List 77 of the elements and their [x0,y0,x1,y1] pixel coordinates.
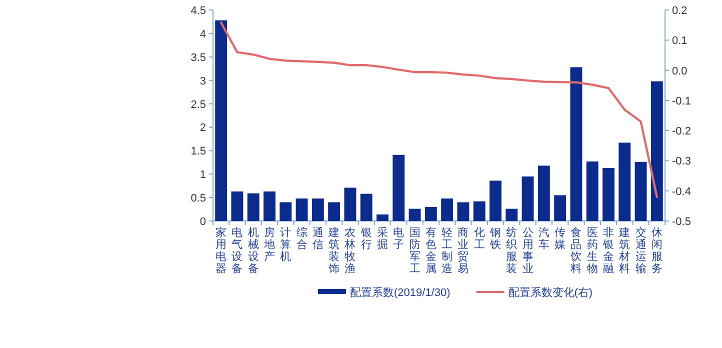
x-tick-label: 电子 [393,226,404,251]
y-tick-label: 1.5 [190,146,206,158]
bar [522,176,534,221]
bar [441,198,454,221]
x-tick-label: 房地产 [263,226,275,263]
bar [296,198,308,221]
bar [490,180,502,221]
bar [554,195,566,221]
bar [570,67,582,221]
bar [618,142,631,221]
bar [650,81,663,221]
bar [312,198,324,221]
x-tick-label: 医药生物 [586,227,598,275]
x-tick-label: 传媒 [554,227,566,251]
legend-label: 配置系数变化(右) [508,286,593,299]
x-tick-label: 纺织服装 [506,226,518,275]
y-tick-label: 2 [200,122,206,134]
bar [457,202,470,221]
y-tick-label: 2.5 [190,98,206,111]
x-tick-label: 汽车 [538,227,550,251]
y-tick-label: 1 [200,169,206,182]
bar [586,161,598,221]
x-tick-label: 有色金属 [425,227,436,275]
bar [247,193,260,221]
y2-tick-label: -0.3 [672,156,691,168]
x-tick-label: 建筑材料 [618,226,630,275]
x-tick-label: 农林牧渔 [344,227,356,275]
x-tick-label: 商业贸易 [458,226,469,275]
bar [602,168,614,221]
y-tick-label: 3.5 [190,52,206,64]
x-tick-label: 通信 [312,226,324,251]
x-tick-label: 建筑装饰 [328,226,340,275]
bar [280,202,292,221]
bar [215,20,228,221]
x-tick-label: 计算机 [280,226,292,263]
y2-tick-label: 0.1 [672,35,688,48]
y-tick-label: 4.5 [190,5,206,17]
legend-label: 配置系数(2019/1/30) [350,286,450,299]
x-tick-label: 机械设备 [248,227,259,275]
bar [392,154,405,221]
x-tick-label: 国防军工 [409,227,420,275]
bar [473,201,486,221]
bar [506,208,518,221]
bar [408,208,421,221]
bar [360,194,372,221]
y-tick-label: 0 [200,216,206,228]
bar [538,166,550,221]
bar [634,162,647,221]
x-tick-label: 家用电器 [216,226,227,275]
bar [424,206,437,221]
y-tick-label: 0.5 [190,192,206,205]
bar [376,214,388,221]
bar [328,202,340,221]
y2-tick-label: 0.2 [672,5,688,17]
x-tick-label: 休闲服务 [651,227,662,275]
y2-tick-label: -0.1 [672,95,691,108]
x-tick-label: 公用事业 [522,227,534,275]
x-tick-label: 电气设备 [232,226,243,275]
x-tick-label: 钢铁 [489,227,501,251]
x-tick-label: 银行 [360,227,372,251]
y-tick-label: 3 [200,75,206,88]
y2-tick-label: -0.5 [672,216,691,228]
x-tick-label: 综合 [296,226,308,251]
y-tick-label: 4 [200,28,206,40]
x-tick-label: 采掘 [377,226,388,251]
line-series [220,22,658,198]
x-tick-label: 食品饮料 [570,227,582,275]
x-tick-label: 轻工制造 [442,227,453,275]
x-tick-label: 化工 [474,227,485,251]
x-tick-label: 非银金融 [602,226,614,275]
x-tick-label: 交通运输 [635,226,646,275]
y2-tick-label: 0.0 [672,65,688,78]
bar [264,191,276,221]
y2-tick-label: -0.4 [672,186,691,198]
y2-tick-label: -0.2 [672,126,691,138]
bar [344,188,356,221]
bar [231,191,244,221]
